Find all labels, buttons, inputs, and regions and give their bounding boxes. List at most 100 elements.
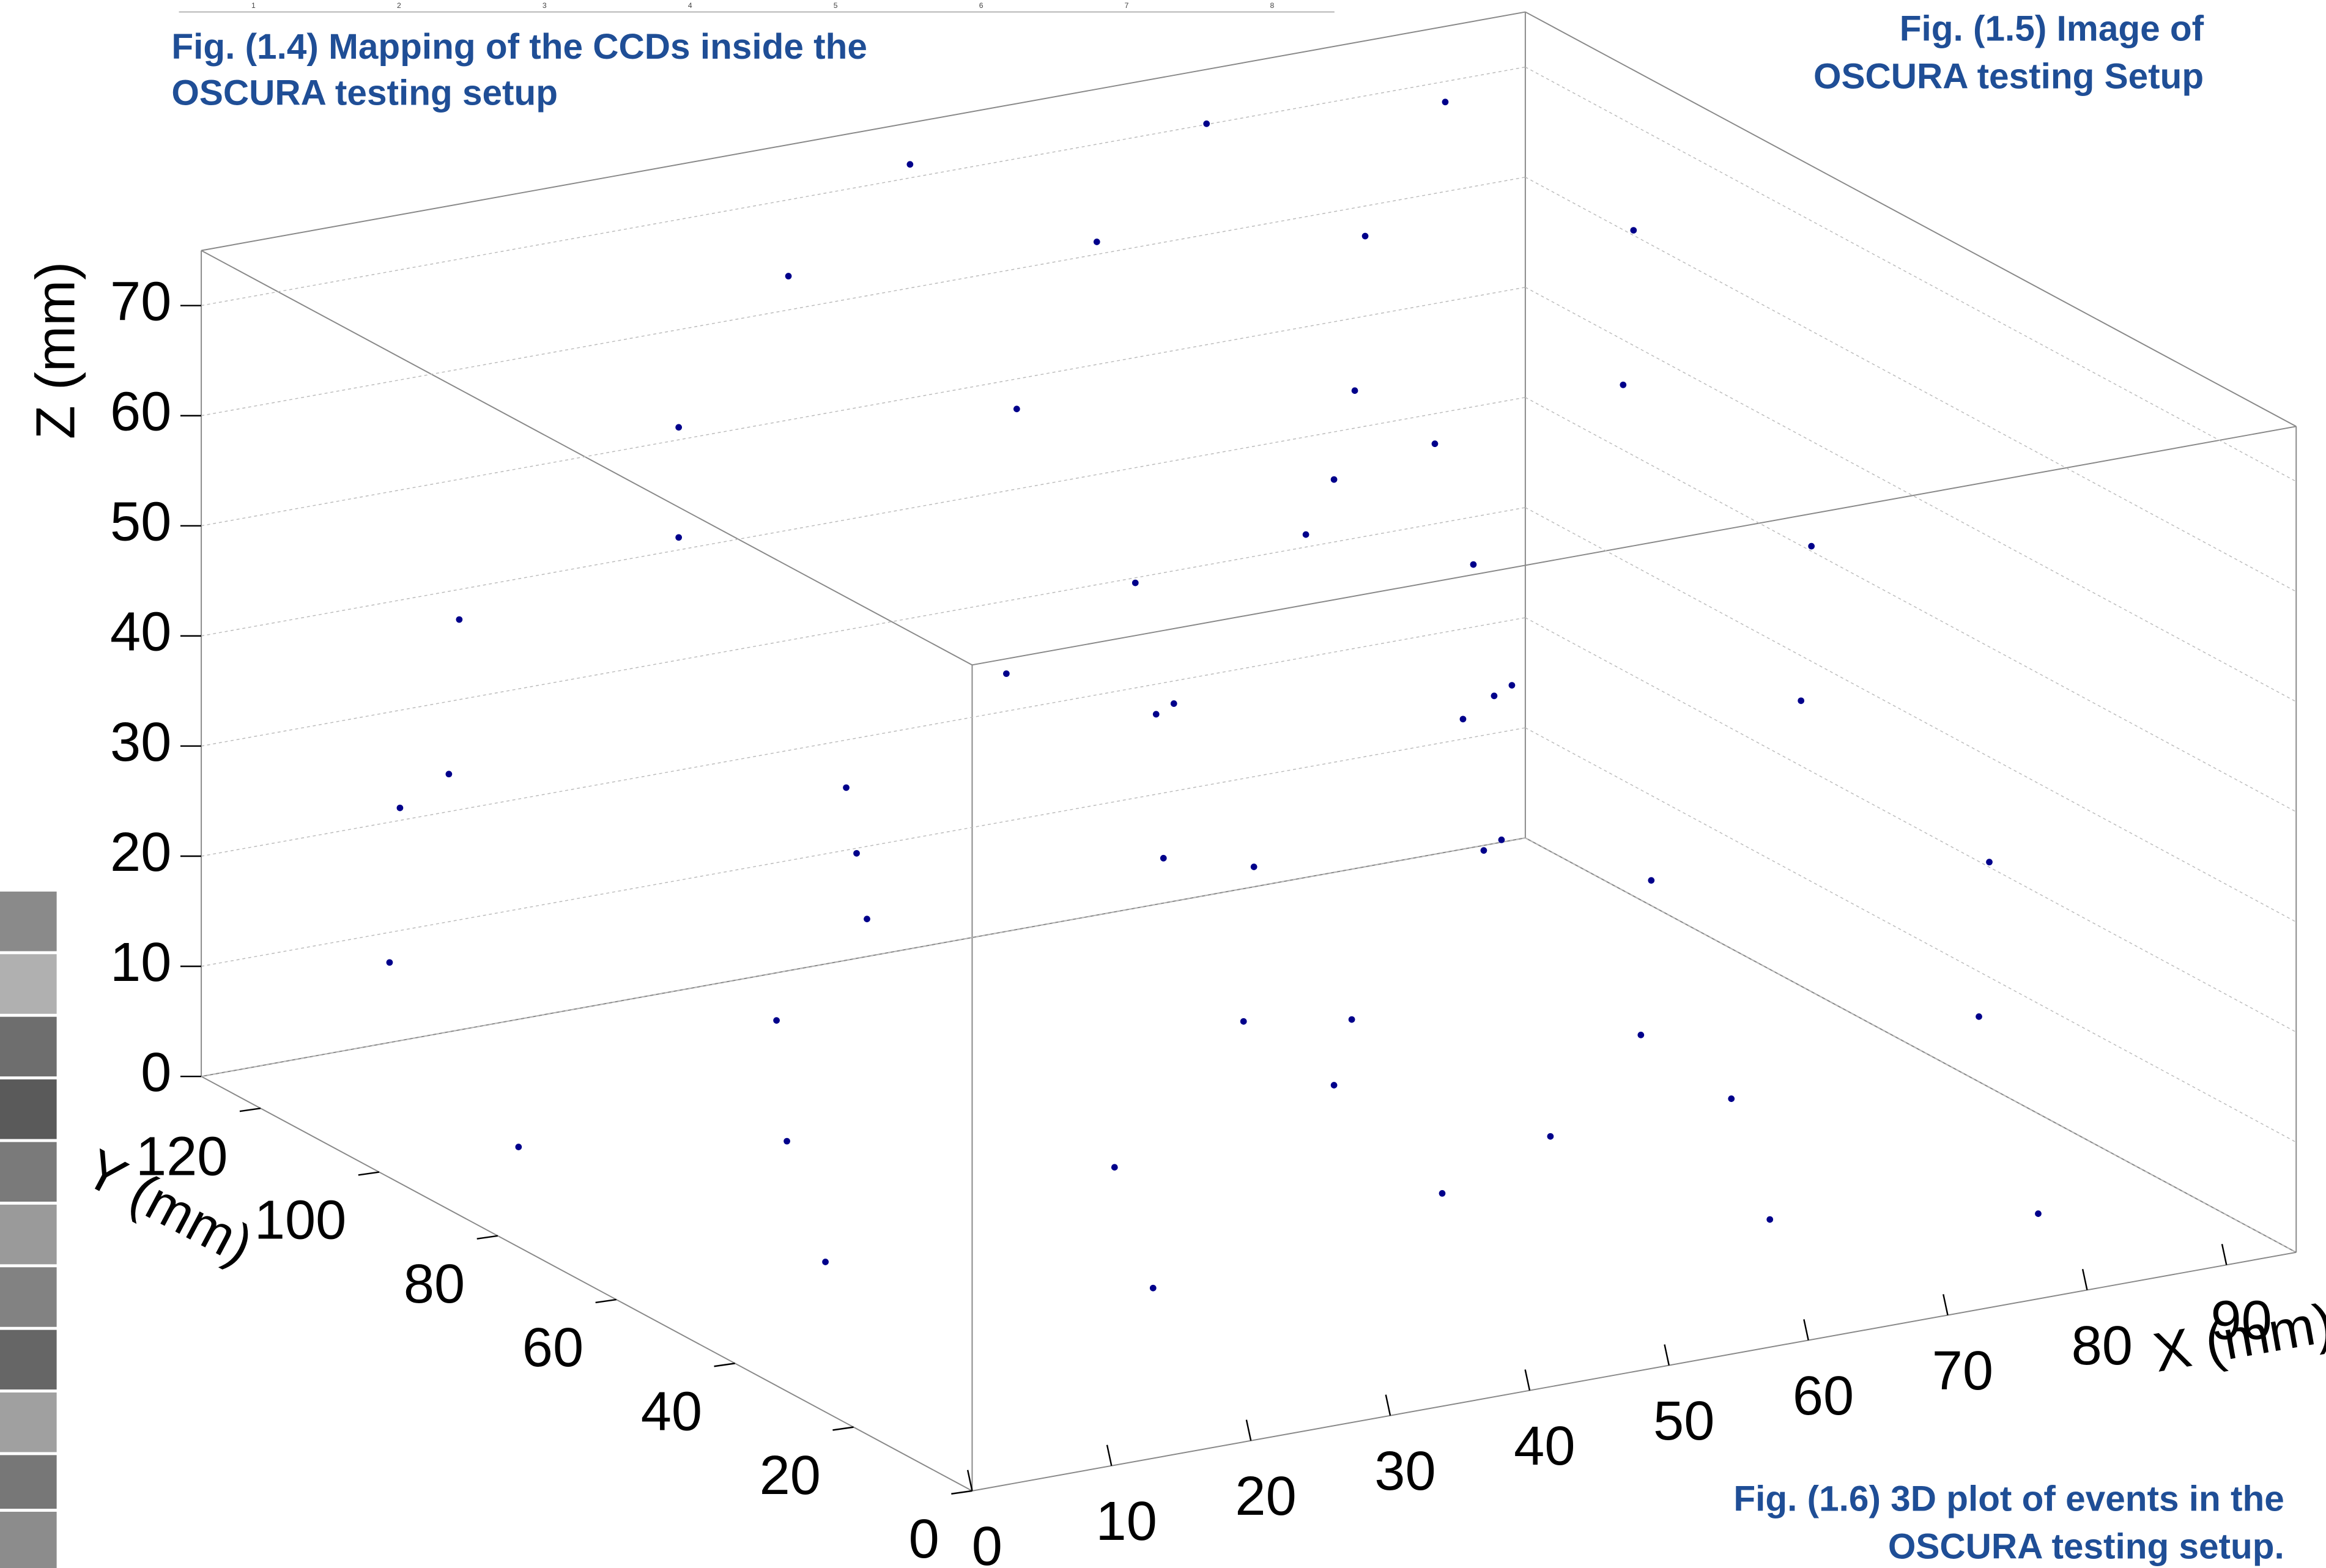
x-tick (2222, 1244, 2226, 1265)
x-tick-label: 50 (1653, 1390, 1714, 1452)
event-point (906, 161, 913, 168)
caption-line: Fig. (1.6) 3D plot of events in the (1733, 1479, 2284, 1518)
event-point (1362, 233, 1369, 240)
event-point (1111, 1164, 1118, 1170)
event-point (515, 1144, 522, 1150)
y-tick-label: 0 (909, 1508, 939, 1568)
event-point (1648, 877, 1654, 884)
event-point (843, 785, 850, 791)
event-point (387, 959, 393, 966)
event-point (1509, 682, 1516, 689)
z-tick-label: 10 (110, 931, 171, 993)
ccd-thumb (0, 1392, 57, 1452)
event-point (1150, 1285, 1157, 1292)
ccd-thumb (0, 1330, 57, 1390)
ruler-label: 6 (979, 1, 983, 10)
y-tick (477, 1236, 498, 1239)
event-point (1470, 561, 1477, 568)
x-tick-label: 20 (1235, 1465, 1296, 1527)
grid-line (201, 177, 1525, 416)
event-point (1986, 859, 1993, 865)
event-point (1203, 120, 1210, 127)
box-edge (972, 426, 2296, 665)
ccd-thumb (0, 1267, 57, 1327)
ccd-thumb (0, 1017, 57, 1077)
grid-line (1525, 177, 2296, 592)
grid-line (1525, 67, 2296, 482)
y-tick (358, 1172, 379, 1175)
event-point (822, 1259, 829, 1265)
z-tick-label: 60 (110, 381, 171, 443)
ruler-label: 8 (1270, 1, 1275, 10)
x-tick (1246, 1420, 1251, 1441)
z-tick-label: 50 (110, 491, 171, 553)
event-point (1171, 700, 1177, 707)
x-tick (2083, 1269, 2087, 1290)
y-tick (240, 1108, 261, 1111)
event-point (783, 1138, 790, 1145)
ruler-label: 7 (1125, 1, 1129, 10)
grid-line (201, 728, 1525, 966)
x-tick (1665, 1344, 1669, 1365)
event-point (675, 534, 682, 541)
x-tick (1386, 1395, 1390, 1416)
event-point (397, 805, 404, 812)
grid-line (201, 398, 1525, 636)
page: {"captions": { "fig14": ["Fig. (1.4) Map… (0, 0, 2326, 1568)
x-tick (1804, 1319, 1808, 1340)
event-point (1349, 1016, 1355, 1023)
y-tick-label: 40 (641, 1381, 702, 1443)
series (387, 98, 2042, 1291)
x-tick-label: 10 (1096, 1490, 1157, 1552)
ccd-thumb (0, 954, 57, 1014)
y-tick-label: 100 (254, 1189, 346, 1251)
z-tick-label: 0 (141, 1041, 171, 1103)
event-point (1013, 405, 1020, 412)
ruler-label: 3 (543, 1, 547, 10)
event-point (1460, 716, 1467, 722)
event-point (773, 1017, 780, 1024)
x-tick-label: 70 (1932, 1340, 1993, 1402)
grid-line (201, 618, 1525, 856)
event-point (675, 424, 682, 431)
event-point (1637, 1032, 1644, 1038)
event-point (1331, 1082, 1338, 1089)
event-point (1094, 239, 1100, 245)
event-point (1976, 1013, 1982, 1020)
x-tick-label: 60 (1793, 1365, 1854, 1427)
y-tick-label: 20 (760, 1444, 821, 1506)
event-point (1766, 1216, 1773, 1223)
event-point (1303, 531, 1309, 538)
event-point (2035, 1210, 2042, 1217)
ccd-image-strip (0, 892, 57, 1568)
event-point (1331, 476, 1338, 483)
z-tick-label: 70 (110, 270, 171, 332)
x-tick (1107, 1445, 1111, 1466)
caption-line: OSCURA testing setup. (1888, 1526, 2284, 1566)
grid-line (201, 508, 1525, 746)
event-point (1442, 98, 1449, 105)
event-point (1498, 837, 1505, 843)
z-tick-label: 20 (110, 821, 171, 883)
x-tick-label: 80 (2072, 1315, 2133, 1377)
event-point (853, 850, 860, 857)
caption-line: Fig. (1.5) Image of (1900, 9, 2204, 49)
grid-line (201, 287, 1525, 526)
y-tick (596, 1300, 617, 1303)
event-point (1240, 1018, 1247, 1025)
event-point (785, 273, 792, 279)
event-point (1491, 693, 1498, 700)
event-point (1439, 1190, 1446, 1197)
caption-line: Fig. (1.4) Mapping of the CCDs inside th… (171, 27, 867, 67)
event-point (1481, 847, 1487, 854)
grid-line (1525, 287, 2296, 702)
event-point (1003, 670, 1010, 677)
x-tick-label: 30 (1374, 1440, 1435, 1502)
x-tick-label: 40 (1514, 1415, 1575, 1477)
ccd-thumb (0, 1142, 57, 1202)
x-tick (1943, 1294, 1947, 1315)
event-point (1251, 864, 1257, 870)
event-point (1160, 855, 1167, 862)
caption-line: OSCURA testing Setup (1813, 57, 2204, 97)
ruler-label: 2 (397, 1, 401, 10)
